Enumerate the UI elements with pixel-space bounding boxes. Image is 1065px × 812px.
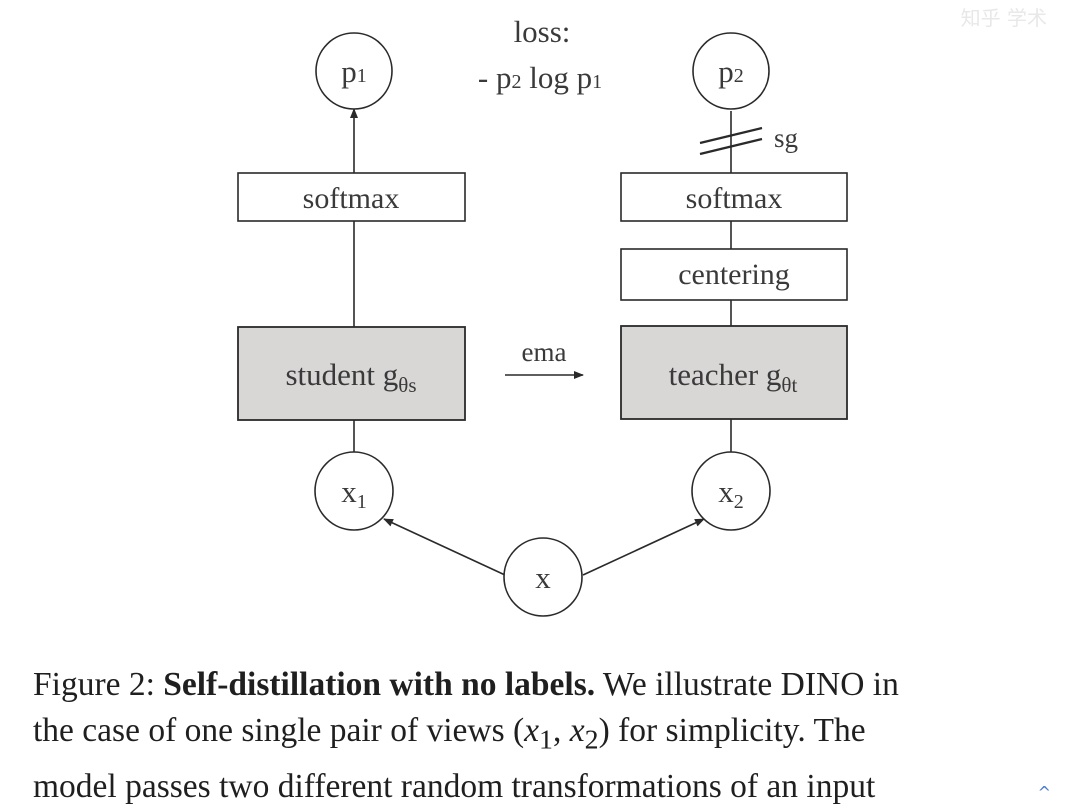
x2-node xyxy=(691,451,771,531)
teacher-softmax-label: softmax xyxy=(686,182,783,215)
scroll-up-icon[interactable]: ^ xyxy=(1037,783,1051,802)
x2-sub: 2 xyxy=(734,491,744,513)
p1-sub: 1 xyxy=(357,65,367,87)
sg-mark-upper xyxy=(699,126,763,145)
teacher-network-box xyxy=(620,325,848,420)
caption-line-2: the case of one single pair of views (x1… xyxy=(33,708,1061,764)
figure-label: Figure 2: xyxy=(33,666,164,703)
p1-base: p xyxy=(341,54,357,89)
caption-comma: , xyxy=(553,712,570,749)
student-softmax-label: softmax xyxy=(303,182,400,215)
caption-title: Self-distillation with no labels. xyxy=(163,666,596,703)
teacher-text: teacher g xyxy=(669,357,782,392)
teacher-sub: θt xyxy=(781,373,797,397)
figure-caption: Figure 2: Self-distillation with no labe… xyxy=(33,662,1061,810)
x2-base: x xyxy=(718,474,734,509)
student-text: student g xyxy=(285,357,398,392)
edge-x-to-x2 xyxy=(582,518,705,576)
x1-node xyxy=(314,451,394,531)
caption-x2: x xyxy=(569,712,585,749)
student-sub: θs xyxy=(398,373,416,397)
edge-x-to-x1 xyxy=(383,518,506,576)
x-node xyxy=(503,537,583,617)
x-label: x xyxy=(535,560,551,595)
loss-minus-p: - p xyxy=(478,60,512,95)
teacher-network-label: teacher gθt xyxy=(669,357,798,397)
x1-sub: 1 xyxy=(357,491,367,513)
student-softmax-box xyxy=(237,172,466,222)
caption-line2-a: the case of one single pair of views ( xyxy=(33,712,525,749)
x1-base: x xyxy=(341,474,357,509)
centering-label: centering xyxy=(678,258,790,291)
sg-mark-lower xyxy=(699,137,763,156)
p2-node xyxy=(692,32,770,110)
caption-x2-sub: 2 xyxy=(584,724,599,756)
p2-label: p2 xyxy=(718,54,744,89)
dino-diagram: sg loss: - p2 log p1 p1 p2 softmax softm… xyxy=(237,14,848,617)
loss-expression: - p2 log p1 xyxy=(478,60,602,95)
loss-label: loss: xyxy=(514,14,571,49)
caption-line-1: Figure 2: Self-distillation with no labe… xyxy=(33,662,1061,708)
loss-sub-2: 2 xyxy=(511,71,521,93)
caption-line1-rest: We illustrate DINO in xyxy=(595,666,899,703)
caption-x1-sub: 1 xyxy=(539,724,553,756)
x1-label: x1 xyxy=(341,474,367,513)
sg-label: sg xyxy=(774,123,798,153)
p2-sub: 2 xyxy=(734,65,744,87)
x2-label: x2 xyxy=(718,474,744,513)
p1-node xyxy=(315,32,393,110)
caption-line2-b: ) for simplicity. The xyxy=(598,712,866,749)
p1-label: p1 xyxy=(341,54,367,89)
teacher-softmax-box xyxy=(620,172,848,222)
caption-line-3: model passes two different random transf… xyxy=(33,767,876,805)
watermark-logo: 知乎 学术 xyxy=(960,6,1047,30)
student-network-box xyxy=(237,326,466,421)
loss-sub-1: 1 xyxy=(592,71,602,93)
ema-label: ema xyxy=(522,337,567,367)
loss-log-p: log p xyxy=(521,60,592,95)
caption-x1: x xyxy=(524,712,540,749)
student-network-label: student gθs xyxy=(285,357,416,397)
centering-box xyxy=(620,248,848,301)
p2-base: p xyxy=(718,54,734,89)
